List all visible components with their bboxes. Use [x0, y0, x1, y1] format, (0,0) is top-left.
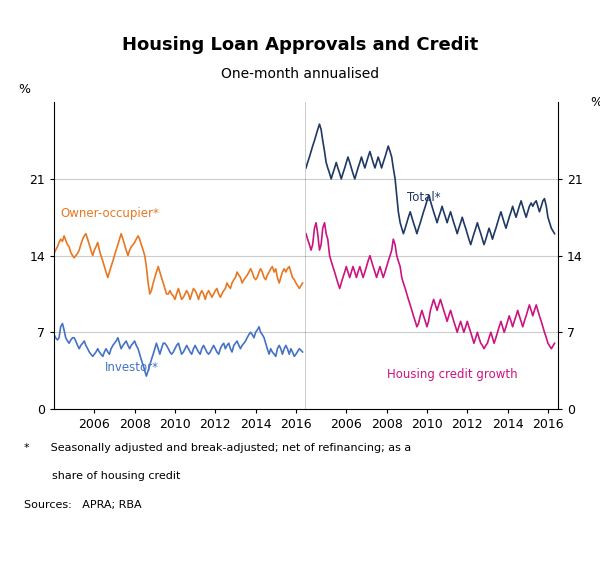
Text: Investor*: Investor*: [104, 361, 158, 374]
Text: Housing credit growth: Housing credit growth: [386, 368, 517, 381]
Y-axis label: %: %: [590, 96, 600, 109]
Text: Owner-occupier*: Owner-occupier*: [60, 207, 159, 220]
Text: One-month annualised: One-month annualised: [221, 67, 379, 81]
Text: Total*: Total*: [407, 191, 440, 204]
Text: Sources:   APRA; RBA: Sources: APRA; RBA: [24, 500, 142, 510]
Text: *      Seasonally adjusted and break-adjusted; net of refinancing; as a: * Seasonally adjusted and break-adjusted…: [24, 443, 411, 453]
Text: share of housing credit: share of housing credit: [24, 471, 181, 482]
Text: Housing Loan Approvals and Credit: Housing Loan Approvals and Credit: [122, 36, 478, 55]
Y-axis label: %: %: [18, 83, 30, 96]
